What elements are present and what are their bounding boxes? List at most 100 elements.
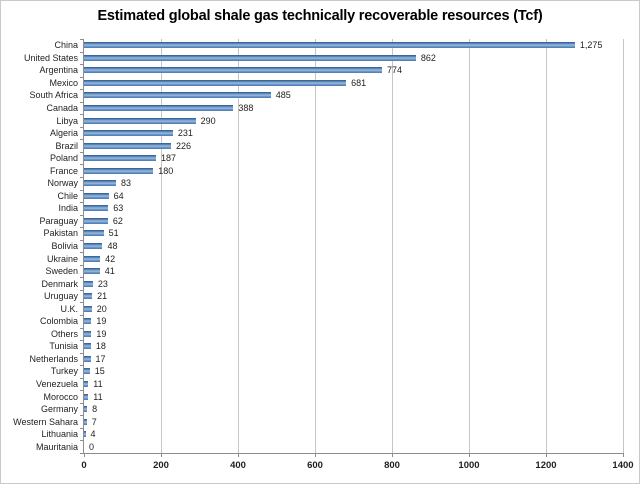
category-label: Norway (47, 178, 78, 189)
x-axis-tick (469, 453, 470, 457)
bar-row: Chile 64 (57, 190, 623, 203)
y-axis-tick (80, 76, 84, 78)
x-axis-tick-label: 0 (81, 460, 87, 471)
category-label: Others (50, 328, 78, 339)
x-axis-tick (238, 453, 239, 457)
value-label: 681 (351, 77, 367, 88)
category-label: Netherlands (29, 353, 78, 364)
bar-row: Brazil 226 (55, 139, 623, 152)
y-axis-tick (80, 365, 84, 367)
x-axis-tick-label: 600 (307, 460, 323, 471)
category-label: Brazil (55, 140, 78, 151)
bar-row: Western Sahara 7 (13, 415, 623, 428)
bar (84, 104, 234, 111)
category-label: Pakistan (43, 228, 78, 239)
y-axis-tick (80, 151, 84, 153)
y-axis-tick (80, 340, 84, 342)
category-label: Bolivia (51, 240, 78, 251)
bar (84, 192, 109, 199)
value-label: 862 (420, 52, 436, 63)
y-axis-tick (80, 277, 84, 279)
bar (84, 255, 101, 262)
y-axis-tick (80, 453, 84, 454)
y-axis-tick (80, 126, 84, 128)
value-label: 226 (176, 140, 192, 151)
bar (84, 217, 108, 224)
bar (84, 42, 575, 49)
bar-row: Uruguay 21 (44, 290, 623, 303)
value-label: 290 (200, 115, 216, 126)
value-label: 18 (95, 341, 106, 352)
bar-row: Canada 388 (46, 102, 623, 115)
y-axis-tick (80, 114, 84, 116)
value-label: 11 (93, 391, 103, 402)
gridline (161, 39, 162, 453)
y-axis-tick (80, 89, 84, 91)
bar-row: Argentina 774 (39, 64, 623, 77)
y-axis-tick (80, 64, 84, 66)
y-axis-tick (80, 352, 84, 354)
bar-row: Others 19 (51, 328, 623, 341)
x-axis-tick (546, 453, 547, 457)
bar-row: U.K. 20 (60, 302, 623, 315)
bar-row: Mexico 681 (49, 77, 623, 90)
bar-row: Colombia 19 (40, 315, 623, 328)
y-axis-tick (80, 252, 84, 254)
bar (84, 380, 89, 387)
plot-area: 0 200 400 600 800 1000 1200 1400 China 1,275 Unite… (13, 39, 634, 471)
y-axis-tick (80, 264, 84, 266)
y-axis-tick (80, 314, 84, 316)
y-axis-tick (80, 164, 84, 166)
y-axis-tick (80, 289, 84, 291)
bar (84, 418, 87, 425)
gridline (392, 39, 393, 453)
category-label: Denmark (41, 278, 78, 289)
bar (84, 318, 92, 325)
y-axis-tick (80, 402, 84, 404)
x-axis-tick-label: 1000 (458, 460, 480, 471)
category-label: Colombia (39, 316, 78, 327)
bar (84, 117, 196, 124)
category-label: United States (23, 52, 78, 63)
value-label: 8 (92, 404, 98, 415)
y-axis-tick (80, 202, 84, 204)
bar-row: United States 862 (24, 52, 623, 65)
bar-row: South Africa 485 (29, 89, 623, 102)
value-label: 485 (275, 90, 291, 101)
x-axis-tick (623, 453, 624, 457)
bar (84, 268, 100, 275)
category-label: Poland (49, 153, 78, 164)
bar (84, 167, 154, 174)
x-axis-tick (392, 453, 393, 457)
bar (84, 355, 91, 362)
bar (84, 330, 92, 337)
category-label: Chile (57, 190, 78, 201)
gridline (238, 39, 239, 453)
y-axis-tick (80, 214, 84, 216)
category-label: Argentina (39, 65, 78, 76)
bar-row: Lithuania 4 (41, 428, 623, 441)
x-axis-tick-label: 200 (153, 460, 169, 471)
bar (84, 230, 104, 237)
bar-row: Turkey 15 (51, 365, 623, 378)
bar-row: Morocco 11 (43, 390, 623, 403)
value-label: 19 (96, 316, 107, 327)
bar (84, 293, 93, 300)
category-label: France (49, 165, 78, 176)
bar-row: Pakistan 51 (43, 227, 623, 240)
y-axis-tick (80, 377, 84, 379)
bar-row: China 1,275 (54, 39, 623, 52)
bar-row: Ukraine 42 (47, 252, 623, 265)
value-label: 19 (96, 328, 107, 339)
bar (84, 92, 271, 99)
value-label: 20 (96, 303, 107, 314)
y-axis-tick (80, 415, 84, 417)
value-label: 187 (160, 153, 177, 164)
gridline (623, 39, 624, 453)
chart-title: Estimated global shale gas technically r… (97, 8, 543, 24)
category-label: Uruguay (43, 291, 78, 302)
bar-row: Netherlands 17 (29, 353, 623, 366)
value-label: 7 (91, 416, 97, 427)
category-label: Canada (46, 102, 78, 113)
bar (84, 205, 109, 212)
